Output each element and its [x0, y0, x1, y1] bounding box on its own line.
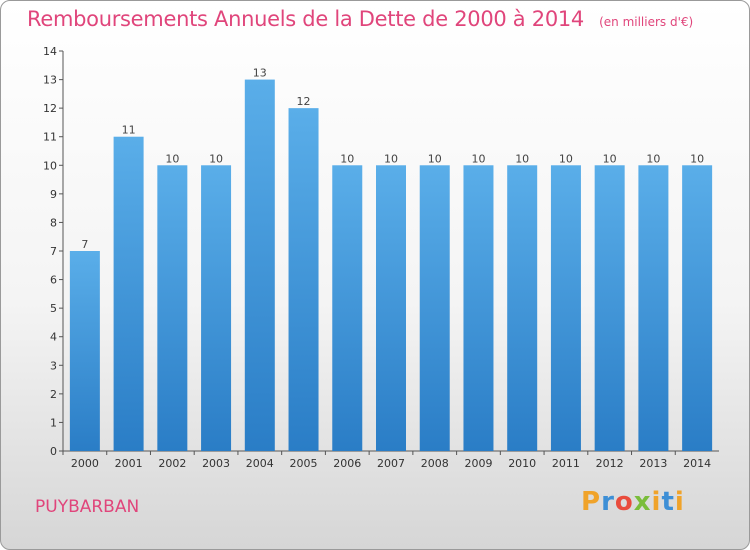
chart-title-text: Remboursements Annuels de la Dette de 20…: [27, 7, 584, 31]
bar: [157, 165, 188, 452]
logo-letter: P: [581, 487, 602, 517]
data-label: 10: [690, 152, 704, 165]
data-label: 10: [209, 152, 223, 165]
y-tick-label: 0: [50, 445, 57, 458]
x-tick-label: 2007: [377, 457, 405, 470]
x-tick-label: 2011: [552, 457, 580, 470]
chart-title: Remboursements Annuels de la Dette de 20…: [27, 7, 693, 31]
data-label: 10: [515, 152, 529, 165]
x-tick-label: 2008: [421, 457, 449, 470]
proxiti-logo: Proxiti: [581, 487, 685, 517]
x-tick-label: 2014: [683, 457, 711, 470]
y-tick-label: 10: [43, 159, 57, 172]
y-tick-label: 1: [50, 416, 57, 429]
y-tick-label: 2: [50, 388, 57, 401]
data-label: 10: [340, 152, 354, 165]
data-label: 10: [165, 152, 179, 165]
data-label: 10: [471, 152, 485, 165]
x-tick-label: 2001: [115, 457, 143, 470]
bar: [288, 108, 319, 452]
x-tick-label: 2004: [246, 457, 274, 470]
logo-letter: x: [633, 487, 652, 517]
y-tick-label: 3: [50, 359, 57, 372]
y-tick-label: 5: [50, 302, 57, 315]
x-tick-label: 2006: [333, 457, 361, 470]
bar: [594, 165, 625, 452]
x-tick-label: 2012: [596, 457, 624, 470]
data-label: 12: [297, 95, 311, 108]
y-tick-label: 11: [43, 131, 57, 144]
y-tick-label: 12: [43, 102, 57, 115]
bar: [201, 165, 232, 452]
x-tick-label: 2002: [158, 457, 186, 470]
bar: [682, 165, 713, 452]
data-label: 10: [559, 152, 573, 165]
y-tick-label: 13: [43, 74, 57, 87]
data-label: 10: [384, 152, 398, 165]
logo-letter: o: [614, 487, 634, 517]
bar: [376, 165, 406, 452]
data-label: 10: [646, 152, 660, 165]
y-tick-label: 9: [50, 188, 57, 201]
logo-letter: t: [661, 487, 675, 517]
labels: 7 11 10 10 13 12 10 10 10 10 10 10 10 10 10: [81, 67, 704, 251]
bar: [638, 165, 669, 452]
y-tick-label: 14: [43, 45, 57, 58]
data-label: 7: [81, 238, 88, 251]
y-tick-label: 4: [50, 331, 57, 344]
data-label: 10: [428, 152, 442, 165]
logo-letter: i: [674, 487, 685, 517]
data-label: 11: [122, 124, 136, 137]
bar: [550, 165, 581, 452]
chart-unit: (en milliers d'€): [599, 15, 694, 29]
logo-letter: r: [601, 487, 615, 517]
x-tick-label: 2005: [290, 457, 318, 470]
bar: [507, 165, 538, 452]
y-tick-label: 8: [50, 216, 57, 229]
bar: [113, 136, 144, 451]
bar: [419, 165, 450, 452]
logo-letter: i: [651, 487, 662, 517]
y-tick-label: 6: [50, 274, 57, 287]
x-tick-label: 2010: [508, 457, 536, 470]
bar: [69, 251, 100, 451]
x-tick-label: 2013: [639, 457, 667, 470]
bars: [69, 79, 713, 452]
bar: [244, 79, 275, 452]
commune-name: PUYBARBAN: [35, 497, 140, 517]
data-label: 13: [253, 67, 267, 80]
x-tick-label: 2009: [464, 457, 492, 470]
bar: [332, 165, 363, 452]
y-tick-label: 7: [50, 245, 57, 258]
bar: [463, 165, 494, 452]
data-label: 10: [603, 152, 617, 165]
x-tick-label: 2000: [71, 457, 99, 470]
x-tick-label: 2003: [202, 457, 230, 470]
